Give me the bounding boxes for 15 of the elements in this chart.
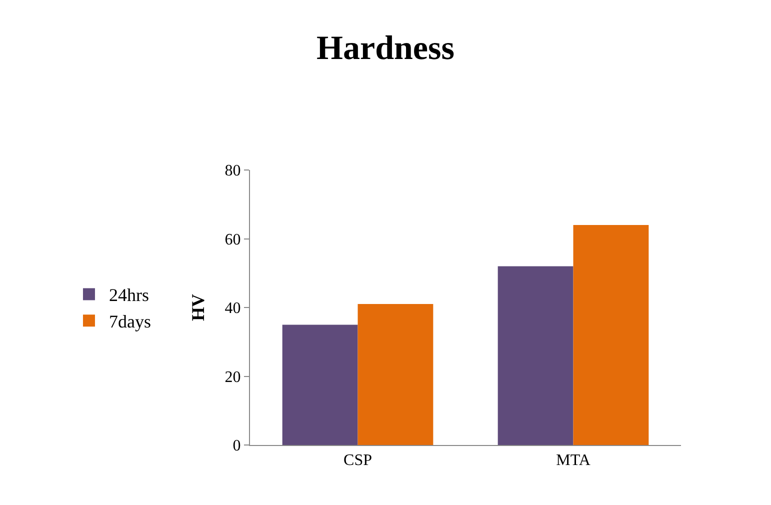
legend-label: 24hrs: [108, 285, 149, 306]
x-tick-label: MTA: [556, 452, 591, 470]
y-tick-label: 0: [232, 438, 241, 455]
y-tick-label: 40: [224, 300, 241, 318]
x-tick-label: CSP: [344, 452, 372, 470]
y-tick-label: 20: [224, 368, 241, 386]
y-axis-title: HV: [188, 294, 208, 321]
chart-title: Hardness: [316, 30, 454, 68]
bar: [282, 324, 358, 445]
bar: [498, 266, 574, 445]
y-tick-label: 80: [224, 162, 241, 180]
legend-label: 7days: [108, 312, 151, 332]
y-tick-label: 60: [224, 231, 241, 248]
bar: [358, 304, 434, 445]
bar: [573, 225, 649, 445]
